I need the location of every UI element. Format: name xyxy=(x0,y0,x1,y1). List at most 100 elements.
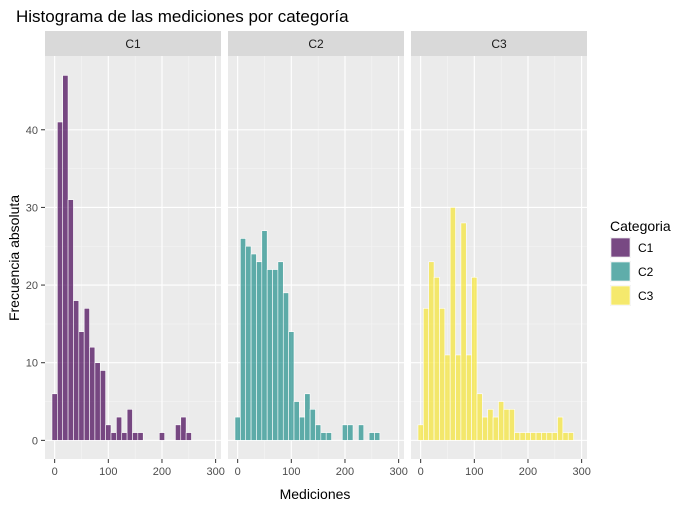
histogram-bar xyxy=(492,416,499,441)
histogram-bar xyxy=(567,432,574,441)
x-tick-label: 300 xyxy=(572,466,590,478)
histogram-bar xyxy=(299,416,306,441)
x-tick-label: 0 xyxy=(52,466,58,478)
x-tick-label: 200 xyxy=(519,466,537,478)
histogram-bar xyxy=(256,261,263,441)
histogram-bar xyxy=(368,432,375,441)
histogram-bar xyxy=(341,424,348,441)
legend-label: C3 xyxy=(638,289,654,303)
histogram-bar xyxy=(535,432,542,441)
y-tick-label: 30 xyxy=(26,202,38,214)
histogram-bar xyxy=(358,424,365,441)
histogram-bar xyxy=(471,277,478,441)
histogram-bar xyxy=(89,346,96,441)
facet-panel-c1: C1 0 100 200 300 xyxy=(45,31,225,478)
x-tick-label: 0 xyxy=(418,466,424,478)
histogram-bar xyxy=(417,424,424,441)
y-tick-label: 40 xyxy=(26,125,38,137)
histogram-bar xyxy=(546,432,553,441)
histogram-bar xyxy=(137,432,144,441)
histogram-bar xyxy=(530,432,537,441)
histogram-bar xyxy=(185,432,192,441)
histogram-bar xyxy=(94,362,101,441)
histogram-bar xyxy=(423,308,430,441)
legend-item-c2: C2 xyxy=(610,261,654,282)
histogram-bar xyxy=(83,308,90,441)
histogram-bar xyxy=(482,416,489,441)
y-axis-title: Frecuencia absoluta xyxy=(6,195,22,321)
x-tick-label: 100 xyxy=(99,466,117,478)
histogram-bar xyxy=(116,416,123,441)
histogram-bar xyxy=(557,416,564,441)
histogram-bar xyxy=(325,432,332,441)
histogram-bar xyxy=(439,308,446,441)
histogram-bar xyxy=(158,432,165,441)
facet-panel-c3: C3 0 100 200 300 xyxy=(411,31,591,478)
histogram-bar xyxy=(282,292,289,441)
facet-strip xyxy=(411,31,587,56)
histogram-bar xyxy=(180,416,187,441)
histogram-bar xyxy=(234,416,241,441)
histogram-bar xyxy=(240,238,247,441)
y-tick-label: 10 xyxy=(26,358,38,370)
histogram-bar xyxy=(320,432,327,441)
x-tick-label: 200 xyxy=(336,466,354,478)
legend-title: Categoria xyxy=(610,218,671,234)
histogram-bar xyxy=(508,409,515,441)
histogram-bar xyxy=(126,409,133,441)
histogram-bar xyxy=(51,393,58,441)
histogram-bar xyxy=(465,354,472,441)
x-tick-label: 300 xyxy=(389,466,407,478)
histogram-bar xyxy=(374,432,381,441)
histogram-bar xyxy=(57,121,64,441)
legend-swatch xyxy=(610,237,631,258)
histogram-bar xyxy=(175,424,182,441)
x-tick-label: 0 xyxy=(235,466,241,478)
x-tick-label: 200 xyxy=(153,466,171,478)
histogram-bar xyxy=(503,409,510,441)
facet-strip-label: C2 xyxy=(308,37,324,51)
histogram-bar xyxy=(245,245,252,441)
x-tick-label: 100 xyxy=(282,466,300,478)
histogram-bar xyxy=(132,432,139,441)
facet-strip xyxy=(228,31,404,56)
histogram-bar xyxy=(288,331,295,441)
legend-label: C2 xyxy=(638,265,654,279)
histogram-bar xyxy=(541,432,548,441)
histogram-bar xyxy=(266,269,273,441)
x-tick-label: 300 xyxy=(206,466,224,478)
legend-item-c1: C1 xyxy=(610,237,654,258)
histogram-bar xyxy=(73,300,80,441)
histogram-bar xyxy=(433,277,440,441)
x-tick-label: 100 xyxy=(465,466,483,478)
histogram-bar xyxy=(78,331,85,441)
histogram-bar xyxy=(67,199,74,441)
facet-panels: C1 0 100 200 300 C2 0 100 200 300 C3 0 100 200 300 xyxy=(45,31,591,478)
histogram-bar xyxy=(524,432,531,441)
legend-swatch xyxy=(610,261,631,282)
histogram-bar xyxy=(428,261,435,441)
chart-title: Histograma de las mediciones por categor… xyxy=(16,7,349,26)
histogram-bar xyxy=(476,393,483,441)
facet-panel-c2: C2 0 100 200 300 xyxy=(228,31,408,478)
facet-strip-label: C1 xyxy=(125,37,141,51)
histogram-bar xyxy=(304,393,311,441)
histogram-bar xyxy=(347,424,354,441)
histogram-bar xyxy=(498,401,505,441)
histogram-bar xyxy=(460,222,467,441)
histogram-bar xyxy=(551,432,558,441)
histogram-bar xyxy=(272,269,279,441)
histogram-bar xyxy=(293,401,300,441)
facet-strip xyxy=(45,31,221,56)
histogram-bar xyxy=(455,354,462,441)
legend-item-c3: C3 xyxy=(610,285,654,306)
histogram-bar xyxy=(315,424,322,441)
histogram-bar xyxy=(309,409,316,441)
histogram-bar xyxy=(562,432,569,441)
histogram-bar xyxy=(277,261,284,441)
histogram-bar xyxy=(110,432,117,441)
histogram-bar xyxy=(519,432,526,441)
histogram-bar xyxy=(514,432,521,441)
histogram-bar xyxy=(449,207,456,441)
